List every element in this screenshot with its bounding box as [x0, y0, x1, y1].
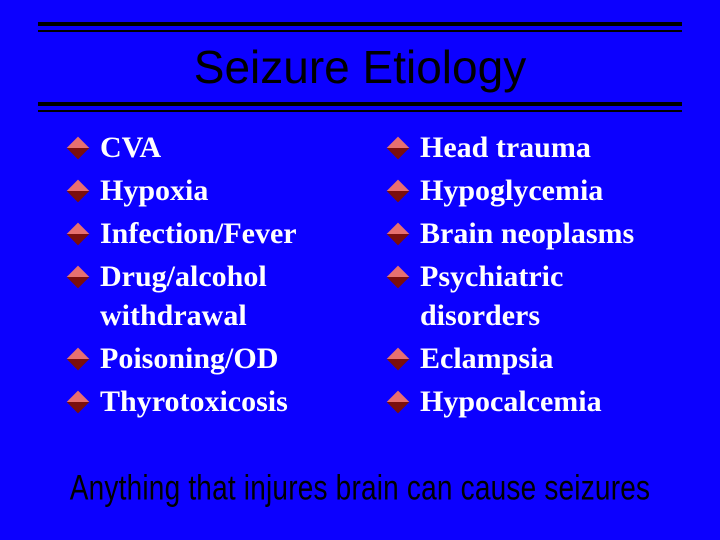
left-column: CVA Hypoxia Infection/Fever Drug/alcohol…: [70, 128, 360, 425]
list-item: Eclampsia: [390, 339, 680, 378]
list-item-text: Thyrotoxicosis: [100, 382, 288, 421]
diamond-bullet-icon: [387, 137, 410, 160]
list-item-text: Infection/Fever: [100, 214, 297, 253]
list-item-text: Hypoxia: [100, 171, 208, 210]
diamond-bullet-icon: [67, 137, 90, 160]
diamond-bullet-icon: [67, 348, 90, 371]
diamond-bullet-icon: [387, 391, 410, 414]
right-column: Head trauma Hypoglycemia Brain neoplasms…: [390, 128, 680, 425]
list-item: Hypocalcemia: [390, 382, 680, 421]
list-item-text: CVA: [100, 128, 161, 167]
diamond-bullet-icon: [67, 266, 90, 289]
list-item: Brain neoplasms: [390, 214, 680, 253]
list-item: Thyrotoxicosis: [70, 382, 360, 421]
list-item: Hypoxia: [70, 171, 360, 210]
list-item: CVA: [70, 128, 360, 167]
list-item-text: Psychiatric disorders: [420, 257, 680, 335]
top-rule-thick: [38, 22, 682, 26]
bullet-columns: CVA Hypoxia Infection/Fever Drug/alcohol…: [70, 128, 680, 425]
list-item-text: Head trauma: [420, 128, 591, 167]
list-item: Head trauma: [390, 128, 680, 167]
diamond-bullet-icon: [387, 180, 410, 203]
slide: Seizure Etiology CVA Hypoxia Infection/F…: [0, 0, 720, 540]
list-item: Poisoning/OD: [70, 339, 360, 378]
list-item: Drug/alcohol withdrawal: [70, 257, 360, 335]
list-item: Psychiatric disorders: [390, 257, 680, 335]
diamond-bullet-icon: [387, 348, 410, 371]
diamond-bullet-icon: [67, 223, 90, 246]
list-item-text: Eclampsia: [420, 339, 553, 378]
diamond-bullet-icon: [67, 391, 90, 414]
list-item-text: Hypoglycemia: [420, 171, 603, 210]
title-underline-thin: [38, 110, 682, 112]
list-item: Infection/Fever: [70, 214, 360, 253]
list-item-text: Brain neoplasms: [420, 214, 634, 253]
footer-caption: Anything that injures brain can cause se…: [0, 468, 720, 508]
list-item-text: Drug/alcohol withdrawal: [100, 257, 360, 335]
diamond-bullet-icon: [67, 180, 90, 203]
list-item-text: Hypocalcemia: [420, 382, 602, 421]
slide-title: Seizure Etiology: [0, 40, 720, 94]
list-item-text: Poisoning/OD: [100, 339, 278, 378]
list-item: Hypoglycemia: [390, 171, 680, 210]
title-underline-thick: [38, 102, 682, 106]
top-rule-thin: [38, 30, 682, 32]
diamond-bullet-icon: [387, 266, 410, 289]
diamond-bullet-icon: [387, 223, 410, 246]
